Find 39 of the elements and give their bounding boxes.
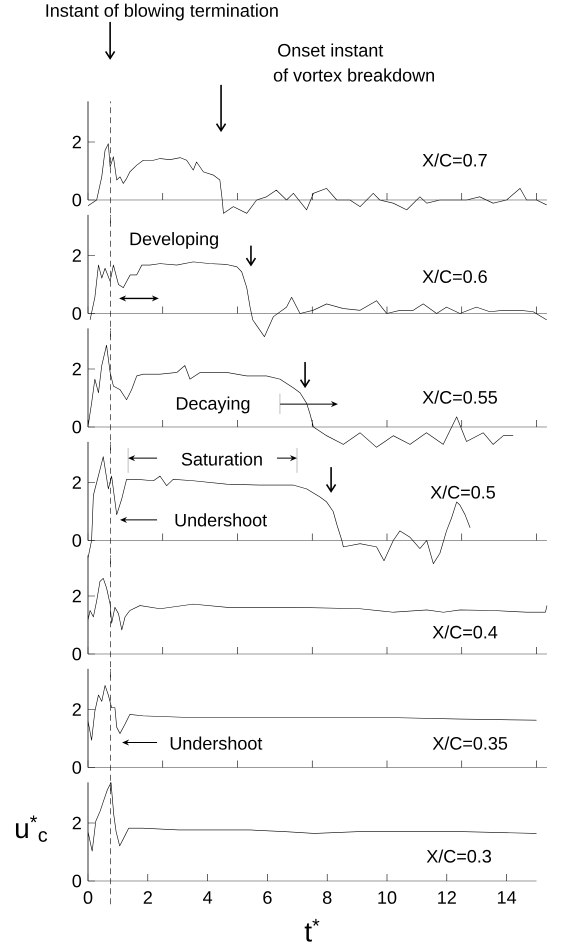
y-tick-label: 0 <box>72 420 82 434</box>
annotation: X/C=0.5 <box>430 485 495 499</box>
y-axis-title: u$^{*}$c <box>16 815 48 842</box>
y-tick-label: 2 <box>72 816 81 830</box>
y-tick-label: 2 <box>72 362 81 376</box>
y-tick-label: 0 <box>72 194 82 206</box>
y-tick-label: 2 <box>72 249 81 262</box>
annotation: X/C=0.6 <box>422 270 487 283</box>
annotation: X/C=0.35 <box>432 736 508 750</box>
annotation: Decaying <box>176 396 250 414</box>
x-axis-title: t$^{*}$ <box>304 918 320 942</box>
annotation: X/C=0.55 <box>422 390 497 404</box>
y-tick-label: 0 <box>72 534 82 547</box>
x-tick-label: 2 <box>144 891 152 904</box>
y-tick-label: 0 <box>72 648 82 660</box>
annotation: X/C=0.7 <box>422 153 487 167</box>
x-tick-label: 6 <box>263 891 272 904</box>
x-tick-label: 14 <box>498 891 516 904</box>
x-tick-label: 4 <box>203 891 212 904</box>
annotation: X/C=0.3 <box>426 849 492 863</box>
y-tick-label: 2 <box>72 476 81 489</box>
y-tick-label: 0 <box>72 307 82 320</box>
annotation: Developing <box>130 232 218 249</box>
y-tick-label: 2 <box>72 703 81 716</box>
x-tick-label: 8 <box>322 891 332 904</box>
x-tick-label: 0 <box>84 891 92 904</box>
annotation: X/C=0.4 <box>432 625 498 639</box>
x-tick-label: 10 <box>378 891 396 904</box>
text: of vortex breakdown <box>274 68 434 82</box>
text: Onset instant <box>278 43 384 57</box>
y-tick-label: 2 <box>72 136 81 148</box>
annotation: Undershoot <box>170 736 262 750</box>
y-tick-label: 0 <box>72 874 82 888</box>
y-tick-label: 2 <box>72 590 81 602</box>
text: Instant of blowing termination <box>46 4 278 20</box>
annotation: Undershoot <box>176 513 268 527</box>
annotation: Saturation <box>182 452 262 466</box>
y-tick-label: 0 <box>72 761 82 774</box>
x-tick-label: 12 <box>438 891 456 904</box>
